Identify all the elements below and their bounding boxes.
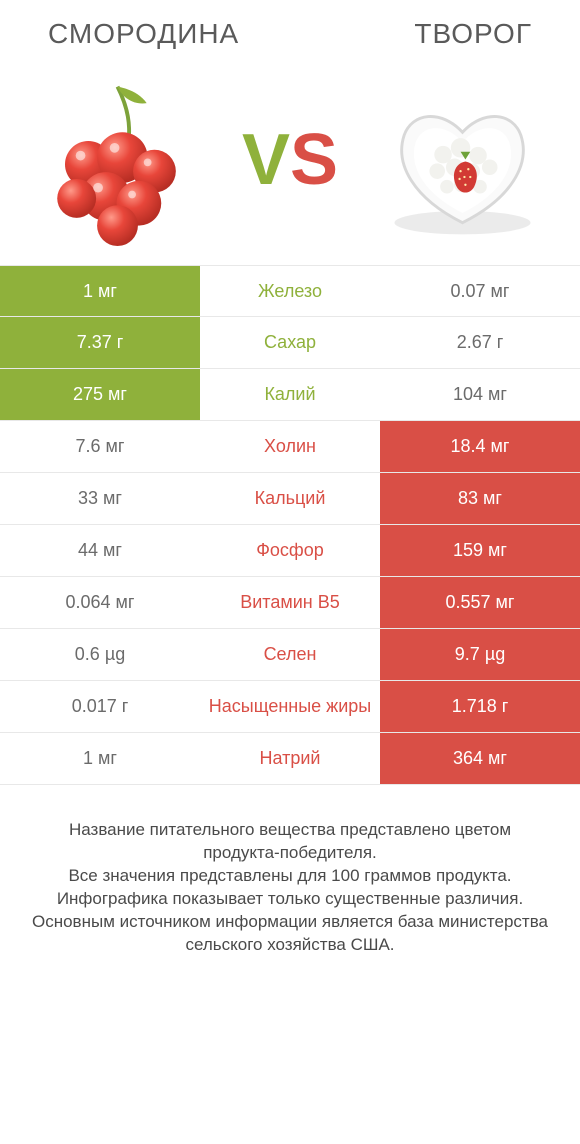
right-value-cell: 9.7 µg: [380, 629, 580, 680]
right-value-cell: 2.67 г: [380, 317, 580, 368]
right-value: 18.4 мг: [451, 436, 510, 457]
left-value-cell: 275 мг: [0, 369, 200, 420]
table-row: 0.6 µg Селен 9.7 µg: [0, 629, 580, 681]
footnote-line: Название питательного вещества представл…: [30, 819, 550, 865]
table-row: 275 мг Калий 104 мг: [0, 369, 580, 421]
table-row: 7.37 г Сахар 2.67 г: [0, 317, 580, 369]
nutrient-name-cell: Фосфор: [200, 525, 380, 576]
table-row: 1 мг Железо 0.07 мг: [0, 265, 580, 317]
left-value: 7.37 г: [77, 332, 124, 353]
table-row: 0.017 г Насыщенные жиры 1.718 г: [0, 681, 580, 733]
right-value: 83 мг: [458, 488, 502, 509]
right-value: 9.7 µg: [455, 644, 505, 665]
nutrient-name: Витамин B5: [240, 592, 340, 613]
left-value-cell: 0.6 µg: [0, 629, 200, 680]
hero-row: VS: [0, 58, 580, 265]
table-row: 7.6 мг Холин 18.4 мг: [0, 421, 580, 473]
footnote-line: Инфографика показывает только существенн…: [30, 888, 550, 911]
right-product-image: [375, 72, 550, 247]
table-row: 33 мг Кальций 83 мг: [0, 473, 580, 525]
left-value: 275 мг: [73, 384, 127, 405]
nutrient-name-cell: Калий: [200, 369, 380, 420]
right-value: 0.557 мг: [446, 592, 515, 613]
nutrient-name: Селен: [264, 644, 317, 665]
right-value-cell: 18.4 мг: [380, 421, 580, 472]
left-value: 1 мг: [83, 281, 117, 302]
table-row: 0.064 мг Витамин B5 0.557 мг: [0, 577, 580, 629]
right-value: 159 мг: [453, 540, 507, 561]
left-value-cell: 1 мг: [0, 733, 200, 784]
nutrient-name-cell: Холин: [200, 421, 380, 472]
left-value: 1 мг: [83, 748, 117, 769]
left-value: 7.6 мг: [76, 436, 125, 457]
left-value-cell: 44 мг: [0, 525, 200, 576]
footnote-line: Основным источником информации является …: [30, 911, 550, 957]
nutrient-name: Калий: [264, 384, 315, 405]
comparison-table: 1 мг Железо 0.07 мг 7.37 г Сахар 2.67 г 275 мг…: [0, 265, 580, 785]
right-value-cell: 83 мг: [380, 473, 580, 524]
right-value-cell: 0.07 мг: [380, 266, 580, 316]
vs-letter-v: V: [242, 120, 290, 200]
left-product-image: [30, 72, 205, 247]
left-value-cell: 0.017 г: [0, 681, 200, 732]
right-value: 104 мг: [453, 384, 507, 405]
vs-letter-s: S: [290, 120, 338, 200]
nutrient-name: Сахар: [264, 332, 316, 353]
table-row: 1 мг Натрий 364 мг: [0, 733, 580, 785]
header-titles: СМОРОДИНА ТВОРОГ: [0, 0, 580, 58]
left-value-cell: 0.064 мг: [0, 577, 200, 628]
left-value-cell: 1 мг: [0, 266, 200, 316]
infographic-root: СМОРОДИНА ТВОРОГ: [0, 0, 580, 1144]
nutrient-name-cell: Селен: [200, 629, 380, 680]
left-value-cell: 7.6 мг: [0, 421, 200, 472]
right-value: 0.07 мг: [451, 281, 510, 302]
nutrient-name: Холин: [264, 436, 316, 457]
left-value: 0.6 µg: [75, 644, 125, 665]
footnote-line: Все значения представлены для 100 граммо…: [30, 865, 550, 888]
nutrient-name: Фосфор: [256, 540, 324, 561]
nutrient-name-cell: Насыщенные жиры: [200, 681, 380, 732]
left-value: 33 мг: [78, 488, 122, 509]
vs-badge: VS: [242, 124, 338, 196]
right-value-cell: 0.557 мг: [380, 577, 580, 628]
nutrient-name-cell: Сахар: [200, 317, 380, 368]
nutrient-name: Натрий: [260, 748, 321, 769]
nutrient-name-cell: Кальций: [200, 473, 380, 524]
table-row: 44 мг Фосфор 159 мг: [0, 525, 580, 577]
right-product-title: ТВОРОГ: [414, 18, 532, 50]
nutrient-name-cell: Витамин B5: [200, 577, 380, 628]
right-value-cell: 159 мг: [380, 525, 580, 576]
left-value: 44 мг: [78, 540, 122, 561]
right-value: 1.718 г: [452, 696, 509, 717]
right-value-cell: 1.718 г: [380, 681, 580, 732]
right-value: 364 мг: [453, 748, 507, 769]
nutrient-name: Железо: [258, 281, 322, 302]
left-value-cell: 7.37 г: [0, 317, 200, 368]
right-value-cell: 364 мг: [380, 733, 580, 784]
right-value: 2.67 г: [457, 332, 504, 353]
left-value-cell: 33 мг: [0, 473, 200, 524]
nutrient-name-cell: Железо: [200, 266, 380, 316]
nutrient-name: Кальций: [255, 488, 326, 509]
left-product-title: СМОРОДИНА: [48, 18, 239, 50]
left-value: 0.017 г: [72, 696, 129, 717]
nutrient-name: Насыщенные жиры: [209, 696, 371, 717]
right-value-cell: 104 мг: [380, 369, 580, 420]
nutrient-name-cell: Натрий: [200, 733, 380, 784]
left-value: 0.064 мг: [66, 592, 135, 613]
footnote-text: Название питательного вещества представл…: [0, 785, 580, 957]
